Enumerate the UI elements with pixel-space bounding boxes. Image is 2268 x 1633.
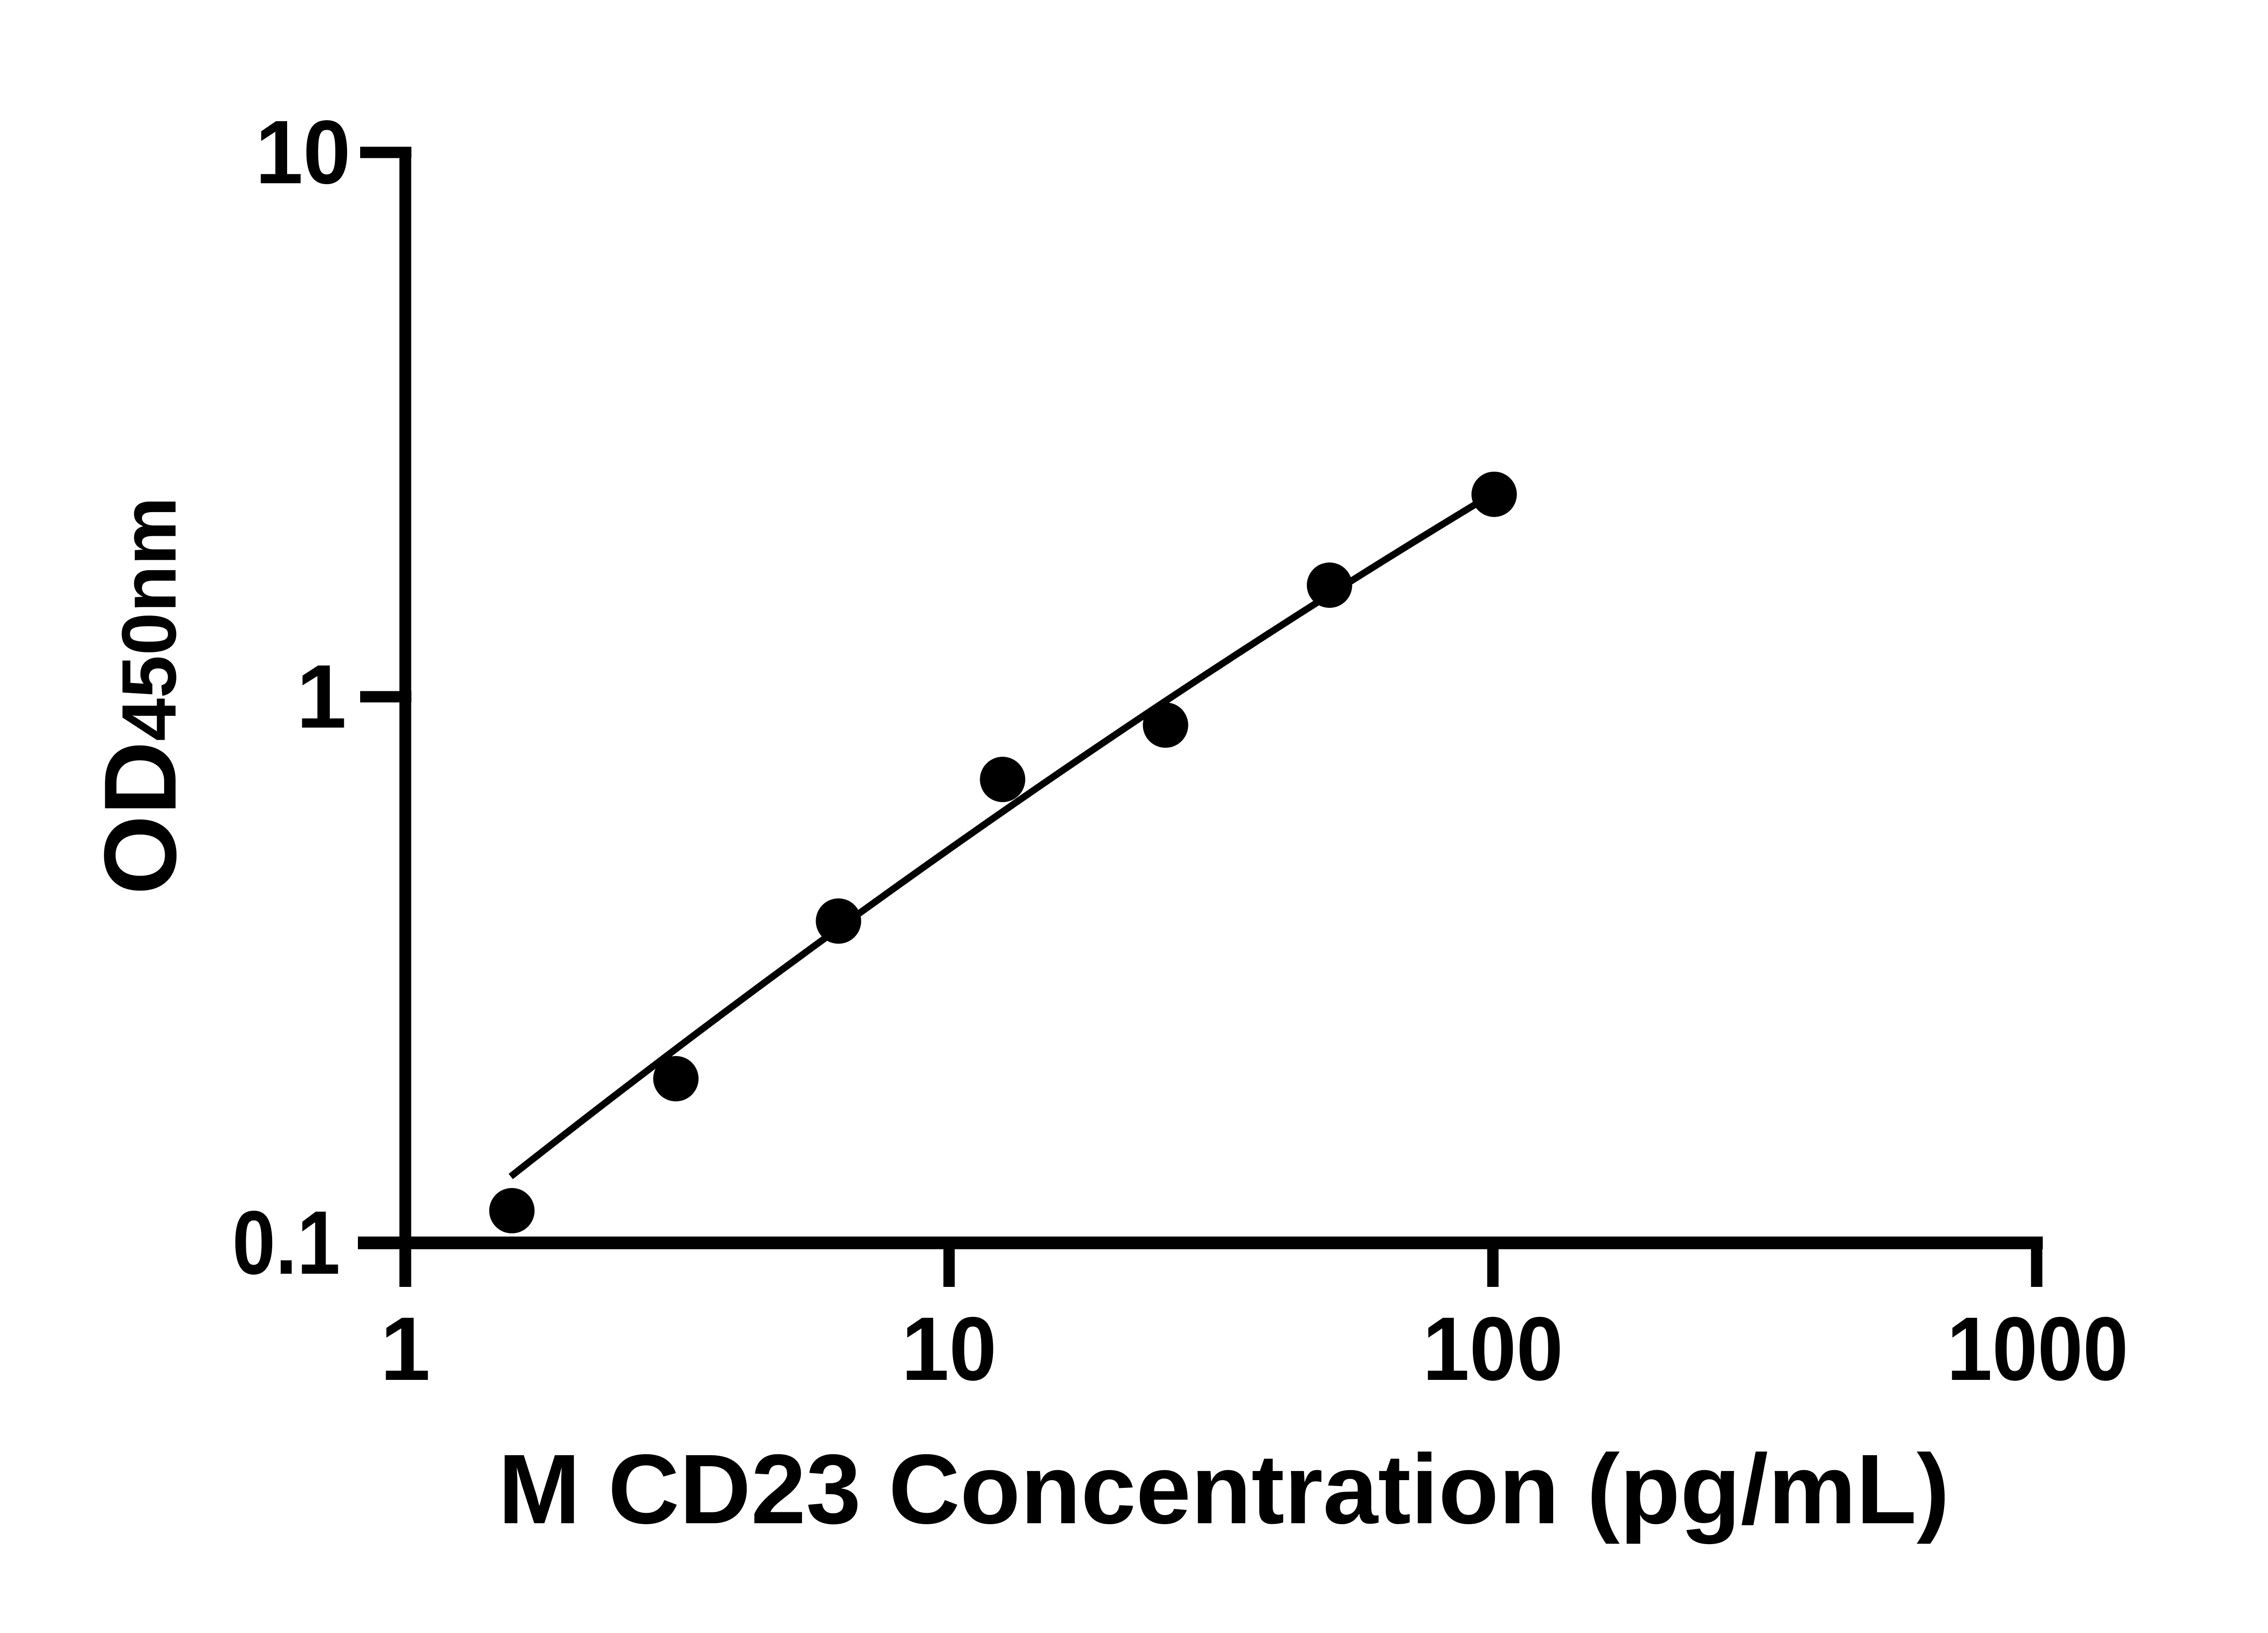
svg-text:100: 100 — [1422, 1299, 1563, 1399]
svg-text:1000: 1000 — [1947, 1299, 2128, 1399]
svg-text:1: 1 — [296, 646, 347, 747]
svg-text:10: 10 — [901, 1299, 997, 1399]
svg-text:1: 1 — [380, 1299, 430, 1399]
svg-text:M CD23 Concentration (pg/mL): M CD23 Concentration (pg/mL) — [498, 1434, 1950, 1545]
svg-text:10: 10 — [255, 102, 351, 203]
svg-text:0.1: 0.1 — [232, 1193, 340, 1293]
svg-text:OD450nm: OD450nm — [83, 497, 197, 895]
